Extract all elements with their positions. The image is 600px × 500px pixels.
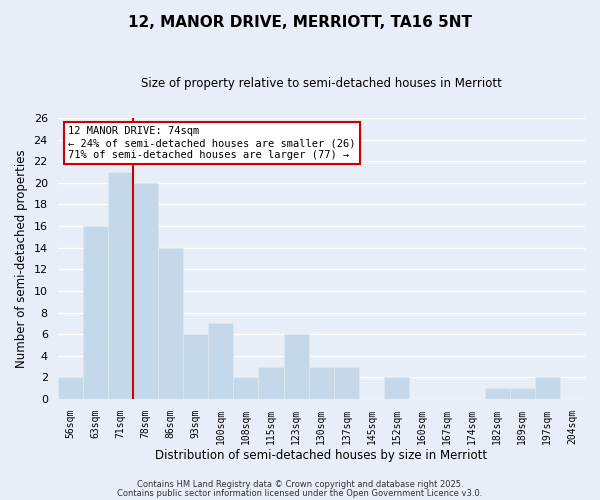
Text: Contains public sector information licensed under the Open Government Licence v3: Contains public sector information licen… [118, 488, 482, 498]
Bar [158, 248, 183, 399]
Bar [233, 378, 259, 399]
Bar [58, 378, 83, 399]
Text: 12 MANOR DRIVE: 74sqm
← 24% of semi-detached houses are smaller (26)
71% of semi: 12 MANOR DRIVE: 74sqm ← 24% of semi-deta… [68, 126, 356, 160]
Bar [259, 366, 284, 399]
Bar [509, 388, 535, 399]
Bar [208, 324, 233, 399]
X-axis label: Distribution of semi-detached houses by size in Merriott: Distribution of semi-detached houses by … [155, 450, 487, 462]
Bar [108, 172, 133, 399]
Y-axis label: Number of semi-detached properties: Number of semi-detached properties [15, 149, 28, 368]
Bar [83, 226, 108, 399]
Bar [485, 388, 509, 399]
Bar [309, 366, 334, 399]
Bar [183, 334, 208, 399]
Text: Contains HM Land Registry data © Crown copyright and database right 2025.: Contains HM Land Registry data © Crown c… [137, 480, 463, 489]
Title: Size of property relative to semi-detached houses in Merriott: Size of property relative to semi-detach… [141, 78, 502, 90]
Bar [284, 334, 309, 399]
Text: 12, MANOR DRIVE, MERRIOTT, TA16 5NT: 12, MANOR DRIVE, MERRIOTT, TA16 5NT [128, 15, 472, 30]
Bar [334, 366, 359, 399]
Bar [384, 378, 409, 399]
Bar [133, 183, 158, 399]
Bar [535, 378, 560, 399]
